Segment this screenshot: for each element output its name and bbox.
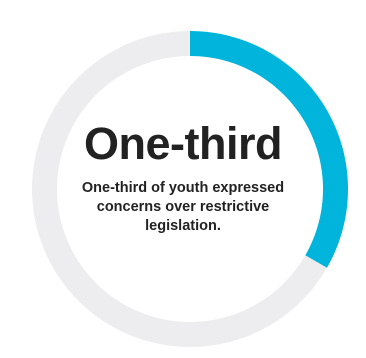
center-caption: One-third of youth expressed concerns ov…: [81, 180, 285, 234]
donut-slice-expressed-concerns: [190, 31, 348, 268]
center-headline: One-third: [84, 118, 282, 169]
